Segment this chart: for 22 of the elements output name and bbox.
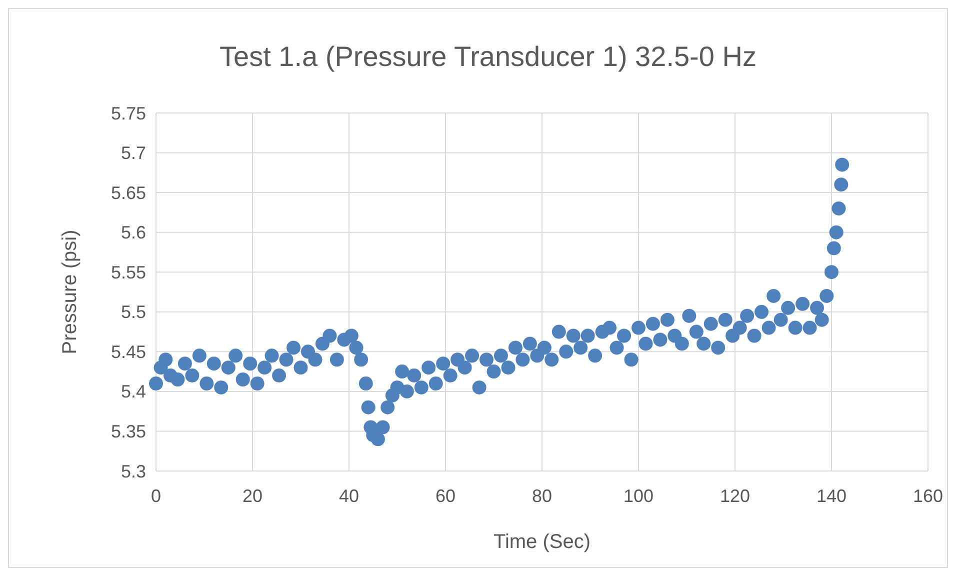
x-tick-label: 160 (912, 486, 944, 506)
x-tick-label: 20 (242, 486, 263, 506)
y-tick-label: 5.7 (120, 143, 146, 164)
x-tick-label: 40 (338, 486, 360, 506)
x-tick-label: 100 (623, 486, 654, 506)
x-tick-label: 120 (720, 486, 750, 506)
y-tick-label: 5.3 (120, 461, 146, 482)
y-tick-label: 5.35 (110, 422, 146, 442)
y-axis-title: Pressure (psi) (59, 230, 81, 354)
y-tick-label: 5.65 (110, 182, 146, 203)
x-axis-title: Time (Sec) (493, 531, 591, 553)
x-tick-label: 0 (150, 486, 162, 506)
y-tick-label: 5.5 (120, 302, 146, 322)
y-tick-label: 5.6 (120, 222, 146, 243)
x-tick-label: 80 (532, 486, 552, 506)
x-tick-label: 60 (435, 486, 456, 506)
chart-title: Test 1.a (Pressure Transducer 1) 32.5-0 Hz (220, 41, 756, 72)
y-tick-label: 5.45 (110, 342, 146, 362)
y-tick-label: 5.75 (110, 103, 146, 124)
y-tick-label: 5.4 (120, 382, 146, 402)
y-tick-label: 5.55 (110, 262, 146, 282)
x-tick-label: 140 (816, 486, 847, 506)
